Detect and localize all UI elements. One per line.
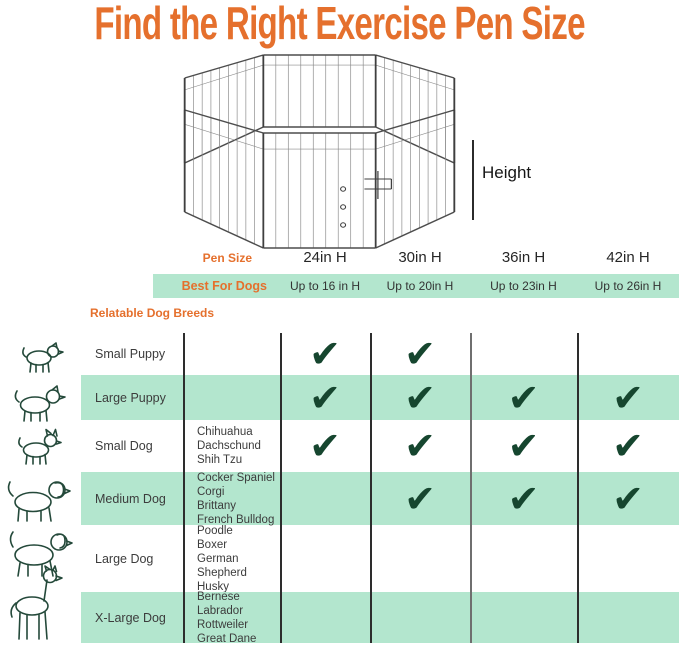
row-label: Small Dog: [95, 439, 153, 453]
row-label: Medium Dog: [95, 491, 166, 506]
medium-dog-icon: [7, 481, 71, 522]
breed-list: Bernese Labrador Rottweiler Great Dane: [197, 590, 257, 645]
check-cell: ✔: [470, 472, 577, 525]
check-cell: ✔: [577, 375, 679, 420]
grid-line: [370, 333, 372, 643]
check-cell: ✔: [280, 333, 370, 375]
check-icon: ✔: [612, 375, 644, 420]
small-dog-icon: [18, 428, 62, 465]
check-cell: ✔: [370, 472, 470, 525]
row-label: Small Puppy: [95, 347, 166, 361]
check-cell: ✔: [470, 420, 577, 472]
small-puppy-icon: [22, 342, 64, 373]
check-icon: ✔: [507, 375, 540, 420]
grid-line: [183, 333, 185, 643]
table-row-small-puppy: Small Puppy ✔ ✔: [0, 333, 679, 375]
check-icon: ✔: [507, 476, 540, 521]
best-for-42in: Up to 26in H: [594, 279, 662, 293]
page-title: Find the Right Exercise Pen Size: [94, 0, 585, 49]
best-for-24in: Up to 16 in H: [289, 279, 361, 293]
table-row-small-dog: Small Dog Chihuahua Dachschund Shih Tzu …: [0, 420, 679, 472]
row-label: Large Dog: [95, 551, 154, 566]
check-cell: [280, 525, 370, 592]
check-cell: [470, 525, 577, 592]
check-cell: ✔: [370, 420, 470, 472]
check-cell: [470, 592, 577, 643]
grid-line: [470, 333, 472, 643]
table-row-medium-dog: Medium Dog Cocker Spaniel Corgi Brittany…: [0, 471, 679, 526]
check-cell: [577, 333, 679, 375]
pen-size-42in: 42in H: [606, 248, 650, 266]
check-icon: ✔: [612, 424, 644, 468]
check-icon: ✔: [309, 332, 341, 376]
check-cell: ✔: [470, 375, 577, 420]
check-icon: ✔: [404, 476, 436, 521]
best-for-30in: Up to 20in H: [386, 279, 454, 293]
check-icon: ✔: [404, 424, 436, 468]
breed-list: Chihuahua Dachschund Shih Tzu: [197, 426, 261, 466]
row-label: X-Large Dog: [95, 610, 166, 625]
row-highlight-band: [81, 472, 679, 525]
breed-list: Poodle Boxer German Shepherd Husky: [197, 524, 247, 593]
table-row-large-puppy: Large Puppy ✔ ✔ ✔ ✔: [0, 375, 679, 420]
exercise-pen-illustration: [183, 54, 456, 249]
check-cell: [577, 592, 679, 643]
table-row-x-large-dog: X-Large Dog Bernese Labrador Rottweiler …: [0, 590, 679, 645]
check-cell: [370, 592, 470, 643]
check-cell: ✔: [280, 375, 370, 420]
pen-size-row-label: Pen Size: [202, 251, 252, 265]
breeds-heading: Relatable Dog Breeds: [90, 306, 215, 320]
table-row-large-dog: Large Dog Poodle Boxer German Shepherd H…: [0, 524, 679, 593]
x-large-dog-icon: [10, 565, 63, 640]
grid-line: [577, 333, 579, 643]
check-cell: ✔: [577, 420, 679, 472]
pen-size-30in: 30in H: [398, 248, 442, 266]
best-for-dogs-row-label: Best For Dogs: [181, 279, 267, 293]
check-icon: ✔: [612, 476, 644, 521]
check-icon: ✔: [507, 424, 540, 468]
check-icon: ✔: [404, 375, 436, 420]
check-cell: [470, 333, 577, 375]
row-highlight-band: [81, 592, 679, 643]
check-cell: [280, 592, 370, 643]
check-icon: ✔: [309, 375, 341, 420]
check-cell: [577, 525, 679, 592]
check-icon: ✔: [404, 332, 436, 376]
check-cell: [370, 525, 470, 592]
check-cell: [280, 472, 370, 525]
check-cell: ✔: [370, 333, 470, 375]
row-highlight-band: [81, 375, 679, 420]
best-for-36in: Up to 23in H: [490, 279, 557, 293]
grid-line: [280, 333, 282, 643]
height-indicator-line: [472, 140, 474, 220]
pen-size-24in: 24in H: [303, 248, 347, 266]
page-title-wrap: Find the Right Exercise Pen Size: [0, 0, 679, 50]
breed-list: Cocker Spaniel Corgi Brittany French Bul…: [197, 471, 275, 526]
check-cell: ✔: [577, 472, 679, 525]
large-dog-icon: [9, 531, 73, 577]
pen-size-36in: 36in H: [501, 248, 546, 266]
check-cell: ✔: [280, 420, 370, 472]
height-label: Height: [482, 163, 532, 182]
check-cell: ✔: [370, 375, 470, 420]
row-label: Large Puppy: [95, 390, 166, 405]
check-icon: ✔: [309, 424, 341, 468]
best-for-dogs-band: [153, 274, 679, 298]
large-puppy-icon: [14, 385, 66, 422]
